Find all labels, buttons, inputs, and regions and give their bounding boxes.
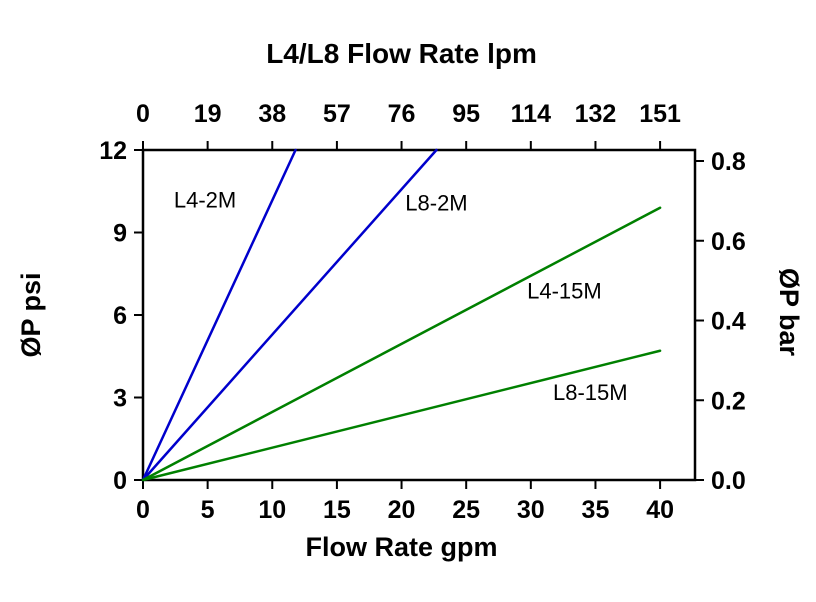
series-line-L8-2M [141,148,438,482]
x-tick-label-lpm: 57 [323,100,351,128]
series-label-L8-2M: L8-2M [405,190,467,215]
x-tick-label-lpm: 95 [452,100,480,128]
x-tick-label-lpm: 132 [575,100,617,128]
x-tick-label-lpm: 76 [388,100,416,128]
y-tick-label-bar: 0.6 [711,228,746,256]
x-tick-label-gpm: 0 [136,496,150,524]
y-tick-label-bar: 0.8 [711,148,746,176]
series-label-L4-15M: L4-15M [527,278,602,303]
series-label-L4-2M: L4-2M [174,188,236,213]
y-tick-label-psi: 12 [99,137,127,165]
x-tick-label-lpm: 151 [639,100,681,128]
x-tick-label-lpm: 114 [511,100,551,128]
x-tick-label-gpm: 35 [582,496,610,524]
y-tick-label-bar: 0.2 [711,387,746,415]
x-tick-label-gpm: 15 [323,496,351,524]
x-tick-label-gpm: 10 [258,496,286,524]
x-tick-label-lpm: 19 [194,100,222,128]
y-tick-label-psi: 9 [113,220,127,248]
y-tick-label-psi: 3 [113,385,127,413]
y-axis-label-left: ØP psi [16,272,46,357]
x-tick-label-gpm: 5 [201,496,215,524]
series-line-L8-15M [141,349,662,482]
series-label-L8-15M: L8-15M [553,380,628,405]
y-tick-label-psi: 0 [113,467,127,495]
y-axis-label-right: ØP bar [774,268,804,357]
y-tick-label-psi: 6 [113,302,127,330]
x-tick-label-gpm: 25 [452,496,480,524]
x-axis-label: Flow Rate gpm [306,532,498,562]
y-tick-label-bar: 0.0 [711,467,746,495]
chart-title: L4/L8 Flow Rate lpm [266,38,537,69]
series-line-L4-15M [141,206,662,482]
x-tick-label-lpm: 0 [136,100,150,128]
x-tick-label-gpm: 20 [388,496,416,524]
x-tick-label-lpm: 38 [258,100,286,128]
x-tick-label-gpm: 30 [517,496,545,524]
y-tick-label-bar: 0.4 [711,308,746,336]
series-line-L4-2M [141,148,297,482]
x-tick-label-gpm: 40 [646,496,674,524]
